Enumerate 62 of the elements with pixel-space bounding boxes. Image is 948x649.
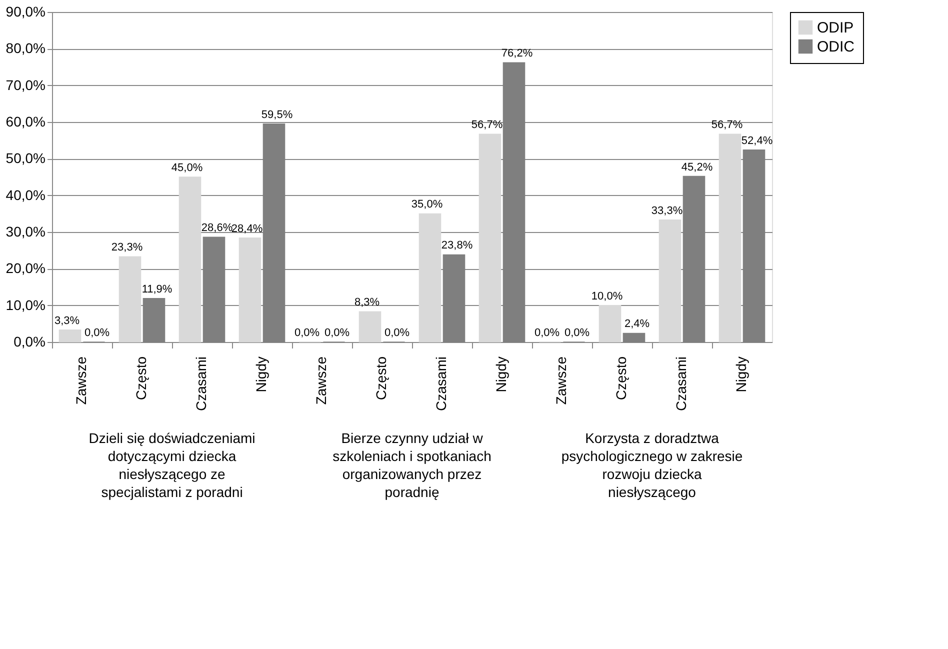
y-tick-label: 50,0% bbox=[6, 150, 46, 166]
x-tick-label: Czasami bbox=[433, 356, 449, 411]
data-label: 0,0% bbox=[384, 327, 410, 339]
y-tick-label: 90,0% bbox=[6, 4, 46, 20]
x-tick-label: Czasami bbox=[673, 356, 689, 411]
data-label: 0,0% bbox=[564, 327, 590, 339]
bar bbox=[598, 304, 622, 342]
data-label: 33,3% bbox=[651, 204, 683, 217]
y-tick-label: 30,0% bbox=[6, 224, 46, 240]
data-label: 28,4% bbox=[231, 222, 263, 235]
x-tick-label: Zawsze bbox=[313, 356, 329, 405]
x-tick-label: Czasami bbox=[193, 356, 209, 411]
data-label: 45,2% bbox=[681, 161, 713, 174]
y-tick-label: 10,0% bbox=[6, 296, 46, 313]
data-label: 76,2% bbox=[501, 48, 533, 60]
y-tick-label: 80,0% bbox=[6, 40, 46, 56]
x-tick-label: Często bbox=[133, 356, 149, 400]
bar bbox=[718, 134, 742, 342]
text: Dzieli się doświadczeniami dotyczącymi dziecka niesłyszącego ze specjalistami z poradni bbox=[88, 430, 256, 500]
y-tick-label: 40,0% bbox=[6, 186, 46, 203]
x-tick-label: Zawsze bbox=[553, 356, 569, 405]
data-label: 0,0% bbox=[534, 327, 560, 339]
bar bbox=[358, 311, 382, 342]
text: Bierze czynny udział w szkoleniach i spotkaniach organizowanych przez poradnię bbox=[332, 430, 492, 500]
x-tick-label: Zawsze bbox=[73, 356, 89, 405]
bar bbox=[478, 134, 502, 342]
legend-label: ODIC bbox=[817, 38, 855, 56]
data-label: 8,3% bbox=[354, 296, 380, 309]
data-label: 59,5% bbox=[261, 108, 293, 121]
y-tick-label: 0,0% bbox=[14, 334, 46, 350]
bar bbox=[118, 256, 142, 342]
data-label: 3,3% bbox=[54, 314, 80, 327]
data-label: 0,0% bbox=[294, 327, 320, 339]
data-label: 23,3% bbox=[111, 242, 143, 254]
data-label: 45,0% bbox=[171, 162, 203, 174]
bar bbox=[178, 176, 202, 342]
x-tick-label: Nigdy bbox=[493, 356, 509, 392]
y-tick-label: 60,0% bbox=[6, 114, 46, 130]
legend-label: ODIP bbox=[817, 20, 854, 36]
data-label: 35,0% bbox=[411, 198, 443, 211]
bar bbox=[58, 330, 82, 342]
data-label: 2,4% bbox=[624, 318, 650, 330]
bar bbox=[658, 220, 682, 342]
text: Korzysta z doradztwa psychologicznego w zakresie rozwoju dziecka niesłyszącego bbox=[561, 430, 743, 500]
data-label: 56,7% bbox=[471, 119, 503, 132]
data-label: 11,9% bbox=[142, 283, 172, 296]
y-tick-label: 70,0% bbox=[6, 76, 46, 93]
bar bbox=[238, 238, 262, 342]
bar bbox=[622, 332, 646, 342]
x-tick-label: Często bbox=[373, 356, 389, 400]
data-label: 0,0% bbox=[324, 327, 350, 339]
data-label: 28,6% bbox=[201, 222, 233, 234]
bar bbox=[418, 213, 442, 342]
data-label: 23,8% bbox=[441, 240, 473, 252]
x-tick-label: Nigdy bbox=[733, 356, 749, 392]
data-label: 52,4% bbox=[741, 134, 773, 147]
x-tick-label: Nigdy bbox=[253, 356, 269, 392]
data-label: 56,7% bbox=[711, 119, 743, 132]
data-label: 10,0% bbox=[591, 290, 623, 302]
data-label: 0,0% bbox=[84, 327, 110, 339]
x-tick-label: Często bbox=[613, 356, 629, 400]
y-tick-label: 20,0% bbox=[6, 260, 46, 276]
